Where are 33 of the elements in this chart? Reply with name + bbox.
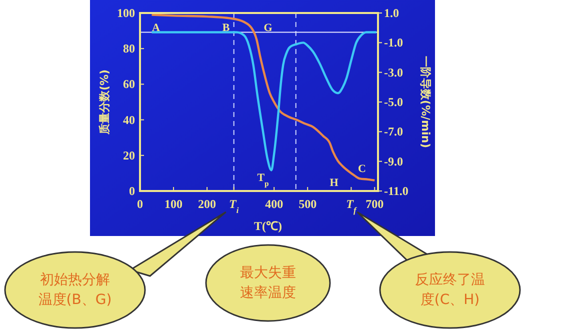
y-tick-label: 60 (123, 77, 135, 92)
annotation: A (152, 22, 160, 34)
annotation: C (358, 163, 366, 175)
x-tick-label: 200 (198, 197, 216, 211)
y2-tick-label: -11.0 (384, 184, 408, 198)
text: 初始热分解温度(B、G) (38, 272, 112, 308)
y-tick-label: 20 (123, 148, 135, 162)
y-tick-label: 40 (123, 112, 135, 127)
y2-axis-title: 一阶导数(%/min) (419, 56, 432, 148)
annotation: B (222, 22, 230, 34)
y2-tick-label: -9.0 (384, 154, 403, 168)
x-tick-label: T$_{i}$ (229, 197, 240, 214)
x-tick-label: 700 (366, 197, 384, 211)
line-series (150, 31, 378, 172)
y2-tick-label: -7.0 (384, 124, 403, 139)
y2-tick-label: -3.0 (384, 65, 403, 80)
x-axis-title: T(℃) (254, 219, 282, 233)
y-tick-label: 0 (129, 184, 135, 198)
y-tick-label: 100 (117, 6, 135, 20)
x-tick-label: 100 (164, 197, 183, 211)
text: 反应终了温度(C、H) (415, 272, 485, 308)
x-tick-label: T$_{f}$ (346, 197, 358, 214)
x-tick-label: 500 (298, 197, 317, 211)
annotation: G (264, 22, 273, 34)
y2-tick-label: -1.0 (384, 36, 403, 50)
annotation: H (330, 177, 339, 189)
y2-tick-label: -5.0 (384, 95, 403, 109)
text: 最大失重速率温度 (240, 265, 296, 301)
y-tick-label: 80 (123, 42, 135, 56)
annotation: T$_{p}$ (257, 172, 269, 188)
y2-tick-label: 1.0 (384, 6, 399, 20)
y-axis-title: 质量分数(%) (98, 69, 111, 136)
x-tick-label: 400 (265, 197, 284, 211)
